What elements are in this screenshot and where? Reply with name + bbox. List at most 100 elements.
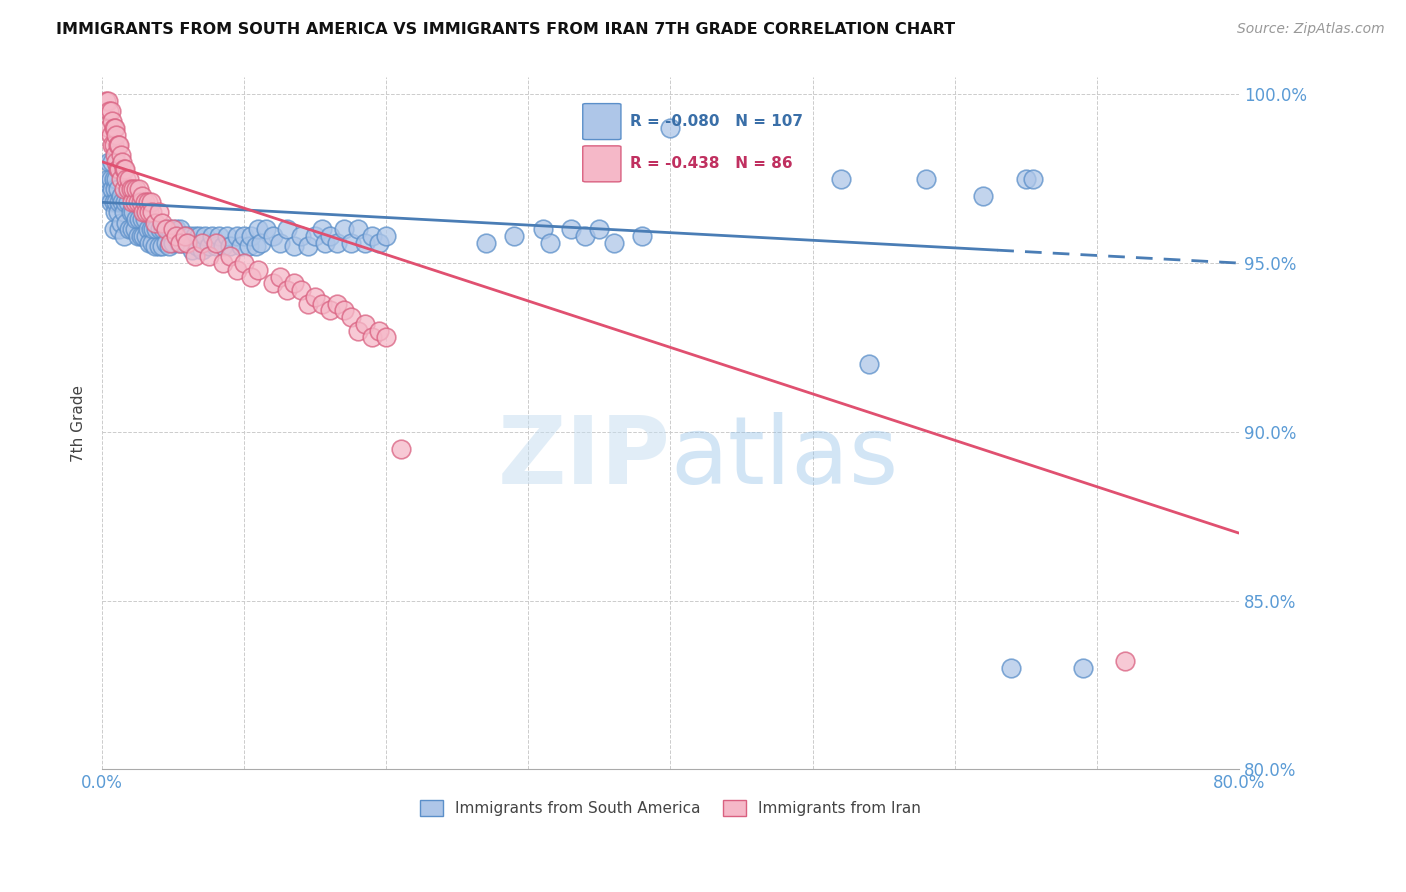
Point xyxy=(104,182,127,196)
Point xyxy=(155,222,177,236)
Point xyxy=(156,222,179,236)
Point xyxy=(368,324,391,338)
Point xyxy=(219,239,242,253)
Point xyxy=(122,182,145,196)
Point xyxy=(538,235,561,250)
Point xyxy=(972,188,994,202)
Point xyxy=(375,229,398,244)
Point xyxy=(131,212,153,227)
Point xyxy=(1000,661,1022,675)
Point xyxy=(283,239,305,253)
Point xyxy=(183,229,205,244)
Point xyxy=(100,104,122,119)
Point xyxy=(101,137,124,152)
Point xyxy=(104,148,127,162)
Point xyxy=(155,235,177,250)
Point xyxy=(247,222,270,236)
Point xyxy=(183,249,205,263)
Point xyxy=(269,269,291,284)
Point xyxy=(283,277,305,291)
Point xyxy=(134,212,156,227)
Point xyxy=(107,182,129,196)
Point xyxy=(172,235,194,250)
Point xyxy=(149,222,172,236)
Point xyxy=(1114,654,1136,668)
Point xyxy=(132,229,155,244)
Point xyxy=(107,161,129,176)
Point xyxy=(631,229,654,244)
Point xyxy=(136,195,159,210)
Y-axis label: 7th Grade: 7th Grade xyxy=(72,384,86,462)
Point xyxy=(354,235,377,250)
Point xyxy=(262,277,284,291)
Point xyxy=(276,283,298,297)
Point xyxy=(118,222,141,236)
Point xyxy=(361,229,384,244)
Point xyxy=(162,235,184,250)
Point xyxy=(128,182,150,196)
Point xyxy=(138,235,160,250)
Point xyxy=(290,229,312,244)
Point xyxy=(107,205,129,219)
Point xyxy=(475,235,498,250)
Point xyxy=(122,205,145,219)
Point xyxy=(127,229,149,244)
Point xyxy=(276,222,298,236)
Point xyxy=(659,121,682,136)
Point xyxy=(129,195,152,210)
Point xyxy=(111,154,134,169)
Point xyxy=(201,229,224,244)
Point xyxy=(142,222,165,236)
Point xyxy=(118,171,141,186)
Point xyxy=(136,222,159,236)
Point xyxy=(205,239,228,253)
Point xyxy=(105,171,128,186)
Point xyxy=(332,222,354,236)
Point xyxy=(101,154,124,169)
Point xyxy=(96,94,118,108)
Point xyxy=(176,235,198,250)
Point xyxy=(354,317,377,331)
Point xyxy=(114,195,136,210)
Point xyxy=(105,195,128,210)
Point xyxy=(375,330,398,344)
Point xyxy=(150,239,173,253)
Point xyxy=(240,269,263,284)
Point xyxy=(179,229,201,244)
Point xyxy=(233,229,256,244)
Point xyxy=(127,195,149,210)
Point xyxy=(588,222,610,236)
Point xyxy=(304,290,326,304)
Point xyxy=(311,296,333,310)
Point xyxy=(165,222,187,236)
Point xyxy=(290,283,312,297)
Point xyxy=(389,442,412,456)
Point xyxy=(531,222,554,236)
Point xyxy=(112,182,135,196)
Point xyxy=(112,229,135,244)
Point xyxy=(103,121,125,136)
Point xyxy=(134,195,156,210)
Point xyxy=(125,182,148,196)
Point xyxy=(162,222,184,236)
Point xyxy=(167,235,190,250)
Point xyxy=(114,161,136,176)
Text: ZIP: ZIP xyxy=(498,412,671,504)
Point xyxy=(165,229,187,244)
Point xyxy=(97,171,120,186)
Point xyxy=(138,205,160,219)
Point xyxy=(105,154,128,169)
Point xyxy=(143,216,166,230)
Point xyxy=(176,235,198,250)
Point xyxy=(238,239,260,253)
Point xyxy=(173,229,195,244)
Point xyxy=(120,205,142,219)
Point xyxy=(830,171,852,186)
Point xyxy=(245,239,267,253)
Point xyxy=(108,222,131,236)
Point xyxy=(159,235,181,250)
Point xyxy=(143,239,166,253)
Point xyxy=(186,239,208,253)
Point xyxy=(347,222,370,236)
Point xyxy=(1071,661,1094,675)
